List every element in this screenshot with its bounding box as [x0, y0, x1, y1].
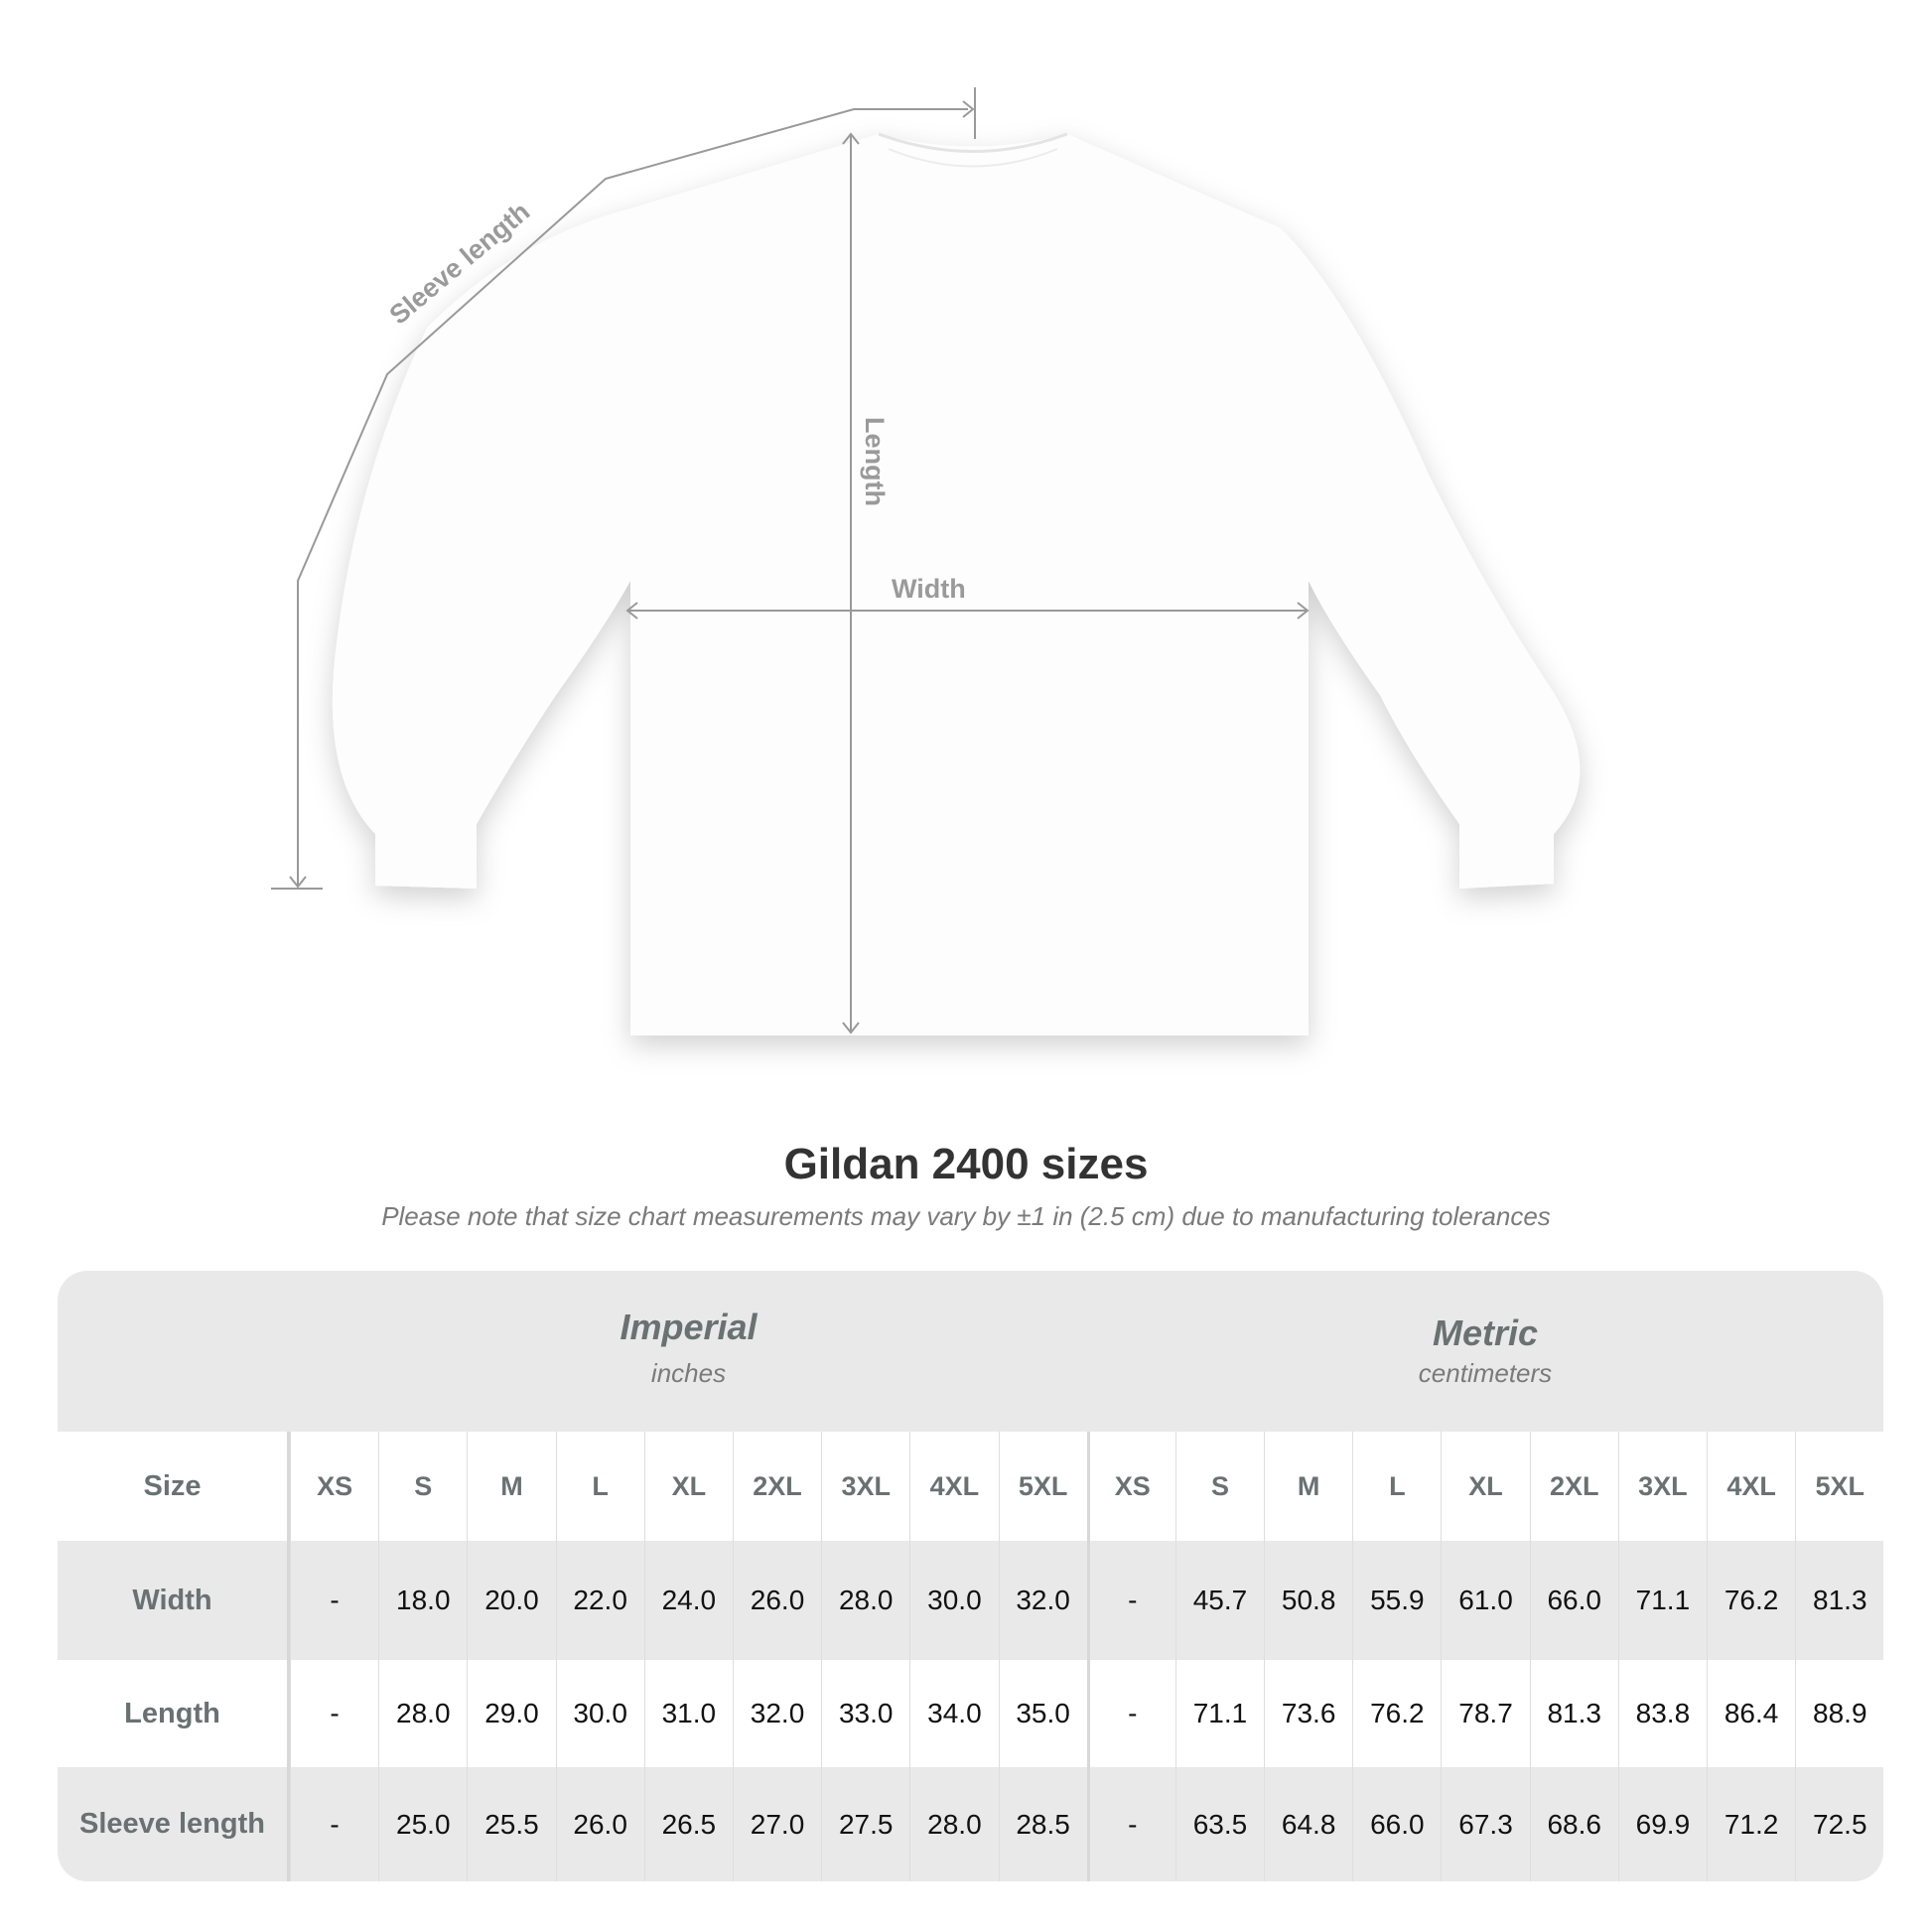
- table-cell: 28.0: [378, 1660, 467, 1767]
- table-cell: 68.6: [1529, 1767, 1618, 1881]
- table-cell: 33.0: [821, 1660, 909, 1767]
- table-cell: 45.7: [1174, 1541, 1264, 1660]
- metric-title: Metric: [1432, 1312, 1539, 1353]
- table-cell: 18.0: [378, 1541, 467, 1660]
- table-cell: 78.7: [1441, 1660, 1529, 1767]
- table-cell: 30.0: [909, 1541, 998, 1660]
- page-title: Gildan 2400 sizes: [783, 1140, 1149, 1188]
- table-cell: 88.9: [1795, 1660, 1883, 1767]
- table-cell: 83.8: [1617, 1660, 1707, 1767]
- width-dimension-line: [625, 602, 1310, 620]
- table-cell: 81.3: [1529, 1660, 1618, 1767]
- table-cell: 2XL: [732, 1432, 821, 1541]
- table-cell: -: [1086, 1541, 1175, 1660]
- table-cell: 55.9: [1352, 1541, 1441, 1660]
- tolerance-note: Please note that size chart measurements…: [381, 1201, 1551, 1231]
- table-cell: 26.0: [732, 1541, 821, 1660]
- table-cell: L: [555, 1432, 644, 1541]
- table-cell: 30.0: [555, 1660, 644, 1767]
- table-cell: 64.8: [1264, 1767, 1352, 1881]
- table-cell: 27.5: [821, 1767, 909, 1881]
- table-cell: 72.5: [1795, 1767, 1883, 1881]
- imperial-header: Imperial inches: [290, 1271, 1087, 1432]
- metric-header: Metric centimeters: [1087, 1271, 1883, 1432]
- table-cell: S: [378, 1432, 467, 1541]
- table-cell: 28.5: [998, 1767, 1087, 1881]
- table-cell: 3XL: [1617, 1432, 1707, 1541]
- size-table: Imperial inches Metric centimeters Size X…: [58, 1271, 1883, 1881]
- table-cell: 26.0: [555, 1767, 644, 1881]
- table-cell: XS: [1086, 1432, 1175, 1541]
- table-row-sleeve-length: Sleeve length -25.0 25.5 26.0 26.5 27.0 27.5 28…: [58, 1767, 1883, 1881]
- table-cell: 71.2: [1707, 1767, 1795, 1881]
- table-cell: 22.0: [555, 1541, 644, 1660]
- table-cell: 24.0: [643, 1541, 733, 1660]
- shirt-diagram: Sleeve length Length Width: [271, 87, 1581, 1035]
- imperial-title: Imperial: [620, 1307, 758, 1347]
- table-cell: 32.0: [732, 1660, 821, 1767]
- table-cell: 2XL: [1529, 1432, 1618, 1541]
- shirt-illustration: [332, 134, 1581, 1035]
- table-cell: 81.3: [1795, 1541, 1883, 1660]
- table-cell: 29.0: [467, 1660, 555, 1767]
- table-cell: 26.5: [643, 1767, 733, 1881]
- table-cell: 28.0: [821, 1541, 909, 1660]
- metric-unit: centimeters: [1418, 1358, 1553, 1388]
- row-label: Length: [58, 1660, 290, 1767]
- table-cell: -: [290, 1660, 378, 1767]
- table-cell: -: [290, 1767, 378, 1881]
- table-cell: -: [290, 1541, 378, 1660]
- table-cell: 67.3: [1441, 1767, 1529, 1881]
- table-cell: 25.0: [378, 1767, 467, 1881]
- table-cell: 20.0: [467, 1541, 555, 1660]
- table-cell: 5XL: [1795, 1432, 1883, 1541]
- table-cell: 69.9: [1617, 1767, 1707, 1881]
- table-cell: 5XL: [998, 1432, 1087, 1541]
- table-cell: 28.0: [909, 1767, 998, 1881]
- table-cell: 86.4: [1707, 1660, 1795, 1767]
- table-cell: M: [467, 1432, 555, 1541]
- row-label: Size: [58, 1432, 290, 1541]
- size-header-row: Size XS S M L XL 2XL 3XL 4XL 5XL XS S M L XL 2XL 3XL 4XL 5…: [58, 1432, 1883, 1541]
- table-cell: 4XL: [909, 1432, 998, 1541]
- imperial-unit: inches: [650, 1358, 727, 1388]
- table-cell: 66.0: [1352, 1767, 1441, 1881]
- length-label: Length: [860, 417, 890, 506]
- length-dimension-line: [842, 132, 860, 1035]
- table-cell: 35.0: [998, 1660, 1087, 1767]
- table-cell: -: [1086, 1767, 1175, 1881]
- table-row-width: Width -18.0 20.0 22.0 24.0 26.0 28.0 30.0 32.0-4…: [58, 1541, 1883, 1660]
- table-cell: S: [1174, 1432, 1264, 1541]
- table-cell: 63.5: [1174, 1767, 1264, 1881]
- table-cell: 76.2: [1352, 1660, 1441, 1767]
- row-label: Sleeve length: [58, 1767, 290, 1881]
- table-cell: 4XL: [1707, 1432, 1795, 1541]
- table-cell: 61.0: [1441, 1541, 1529, 1660]
- width-label: Width: [892, 574, 966, 604]
- sleeve-dimension-line: [271, 87, 976, 890]
- table-cell: 3XL: [821, 1432, 909, 1541]
- table-row-length: Length -28.0 29.0 30.0 31.0 32.0 33.0 34.0 35.0-…: [58, 1660, 1883, 1767]
- table-cell: 25.5: [467, 1767, 555, 1881]
- table-cell: 73.6: [1264, 1660, 1352, 1767]
- table-cell: XS: [290, 1432, 378, 1541]
- table-cell: 27.0: [732, 1767, 821, 1881]
- table-cell: 32.0: [998, 1541, 1087, 1660]
- table-cell: -: [1086, 1660, 1175, 1767]
- row-label: Width: [58, 1541, 290, 1660]
- table-cell: L: [1352, 1432, 1441, 1541]
- table-cell: M: [1264, 1432, 1352, 1541]
- table-cell: 71.1: [1174, 1660, 1264, 1767]
- table-cell: 76.2: [1707, 1541, 1795, 1660]
- table-cell: 66.0: [1529, 1541, 1618, 1660]
- table-cell: 50.8: [1264, 1541, 1352, 1660]
- table-cell: 71.1: [1617, 1541, 1707, 1660]
- table-cell: XL: [1441, 1432, 1529, 1541]
- table-cell: 34.0: [909, 1660, 998, 1767]
- table-cell: 31.0: [643, 1660, 733, 1767]
- table-cell: XL: [643, 1432, 733, 1541]
